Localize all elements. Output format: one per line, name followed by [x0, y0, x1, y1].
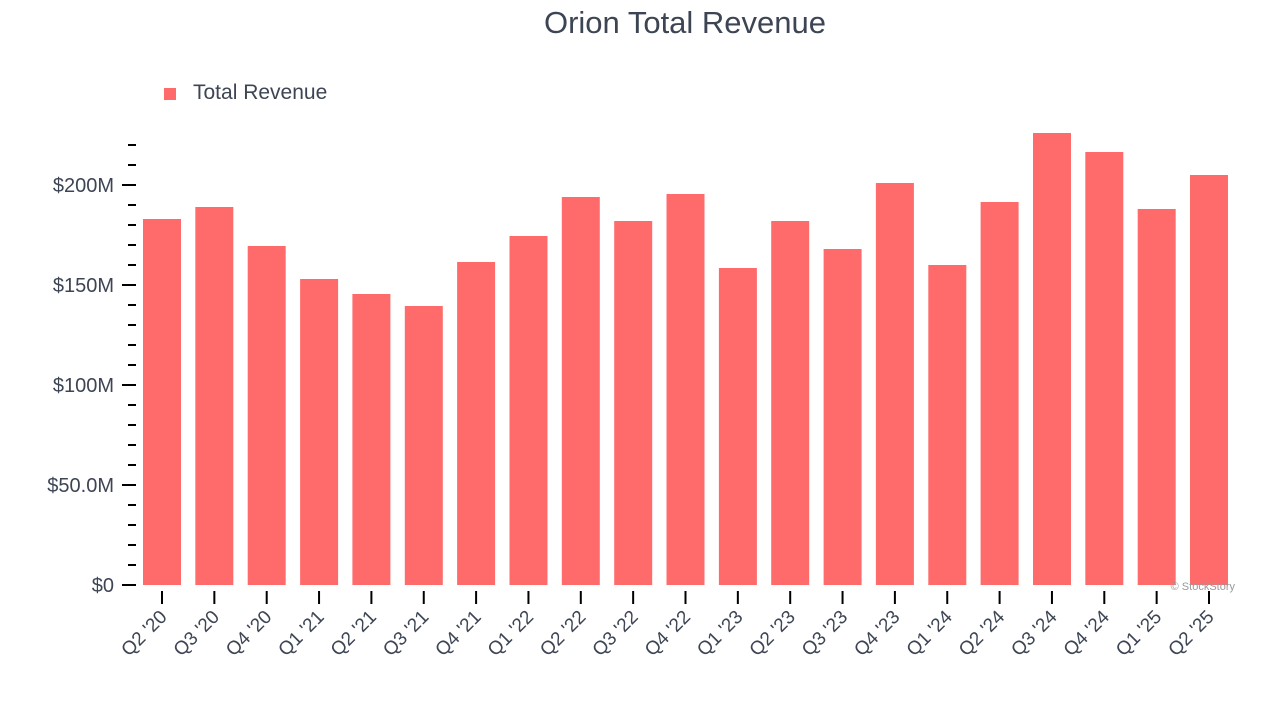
bar-q1-24 [928, 265, 967, 585]
bar-q3-21 [404, 306, 443, 585]
x-tick-label: Q1 '21 [275, 607, 329, 661]
x-tick-label: Q1 '25 [1112, 607, 1166, 661]
x-tick-label: Q3 '23 [798, 607, 852, 661]
x-tick-label: Q2 '24 [955, 606, 1009, 660]
y-tick-label: $50.0M [47, 475, 114, 497]
x-tick-label: Q2 '22 [536, 607, 590, 661]
bar-q2-22 [561, 197, 600, 585]
bar-q2-21 [352, 294, 391, 585]
bar-q4-20 [247, 246, 286, 585]
bar-q1-23 [718, 268, 757, 585]
y-axis: $0 $50.0M $100M $150M $200M [47, 144, 136, 597]
bar-q4-21 [457, 262, 496, 585]
bar-q4-22 [666, 194, 705, 585]
bar-q3-22 [614, 221, 653, 585]
x-tick-label: Q2 '20 [118, 607, 172, 661]
bar-q2-24 [980, 202, 1019, 585]
watermark: © StockStory [1171, 581, 1236, 593]
y-tick-label: $0 [92, 575, 114, 597]
x-tick-label: Q1 '24 [903, 606, 957, 660]
x-tick-label: Q3 '22 [589, 607, 643, 661]
bar-q2-20 [143, 219, 181, 585]
x-tick-label: Q3 '20 [170, 607, 224, 661]
bar-q1-25 [1137, 209, 1176, 585]
legend-swatch-total-revenue [164, 88, 176, 100]
legend: Total Revenue [164, 81, 327, 104]
bar-q4-23 [875, 183, 914, 585]
bar-q2-25 [1190, 175, 1228, 585]
x-tick-label: Q3 '21 [379, 607, 433, 661]
x-tick-label: Q2 '21 [327, 607, 381, 661]
y-tick-label: $200M [53, 175, 114, 197]
x-tick-label: Q2 '25 [1165, 607, 1219, 661]
bar-q3-24 [1033, 133, 1071, 585]
bar-q3-20 [195, 207, 234, 585]
x-tick-label: Q4 '22 [641, 607, 695, 661]
bar-q3-23 [823, 249, 862, 585]
x-tick-label: Q4 '23 [850, 607, 904, 661]
bar-q1-22 [509, 236, 548, 585]
x-tick-label: Q1 '22 [484, 607, 538, 661]
y-tick-label: $100M [53, 375, 114, 397]
x-tick-label: Q4 '24 [1060, 606, 1114, 660]
bars [143, 133, 1228, 585]
x-tick-label: Q4 '21 [432, 607, 486, 661]
x-tick-label: Q4 '20 [222, 607, 276, 661]
chart-title: Orion Total Revenue [544, 5, 826, 40]
legend-label-total-revenue: Total Revenue [193, 81, 327, 104]
x-tick-label: Q2 '23 [746, 607, 800, 661]
bar-q2-23 [771, 221, 810, 585]
x-tick-label: Q3 '24 [1007, 606, 1061, 660]
x-tick-label: Q1 '23 [693, 607, 747, 661]
y-tick-label: $150M [53, 275, 114, 297]
bar-q1-21 [300, 279, 339, 585]
bar-q4-24 [1085, 152, 1124, 585]
